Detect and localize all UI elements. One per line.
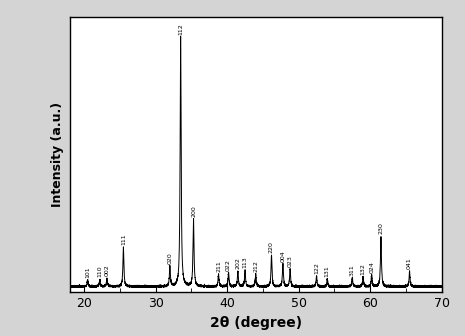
Text: 211: 211	[216, 260, 221, 272]
Text: 131: 131	[325, 265, 330, 277]
Text: 230: 230	[379, 222, 384, 234]
Text: 023: 023	[287, 255, 292, 267]
Text: 024: 024	[369, 261, 374, 273]
Text: 122: 122	[314, 262, 319, 274]
Text: 200: 200	[191, 205, 196, 217]
Text: 002: 002	[105, 264, 109, 276]
Text: 101: 101	[85, 266, 90, 278]
Text: 020: 020	[167, 253, 173, 264]
Text: 113: 113	[243, 256, 247, 268]
Text: 022: 022	[226, 259, 231, 270]
Text: 212: 212	[253, 260, 258, 272]
Text: 041: 041	[407, 257, 412, 269]
Text: 111: 111	[121, 234, 126, 246]
Text: 112: 112	[178, 23, 183, 35]
Text: 004: 004	[280, 250, 286, 262]
Text: 132: 132	[360, 263, 365, 275]
Y-axis label: Intensity (a.u.): Intensity (a.u.)	[51, 102, 64, 207]
Text: 220: 220	[269, 241, 274, 253]
Text: 110: 110	[97, 266, 102, 277]
Text: 202: 202	[235, 257, 240, 269]
X-axis label: 2θ (degree): 2θ (degree)	[210, 316, 302, 330]
Text: 311: 311	[350, 264, 355, 276]
